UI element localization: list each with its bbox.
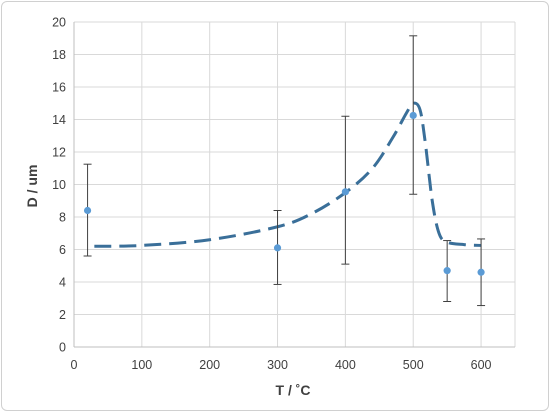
y-tick-label: 14	[52, 113, 66, 127]
y-tick-label: 12	[52, 146, 66, 160]
trendline	[94, 101, 482, 248]
data-point	[83, 206, 92, 215]
y-tick-label: 18	[52, 48, 66, 62]
y-tick-label: 6	[59, 243, 66, 257]
data-point	[273, 244, 282, 252]
data-point-layer	[83, 111, 485, 276]
axis-layer	[73, 22, 515, 348]
x-tick-label: 400	[335, 358, 356, 372]
x-tick-label: 600	[471, 358, 492, 372]
y-tick-label: 2	[59, 308, 66, 322]
x-tick-label: 500	[403, 358, 424, 372]
x-tick-label: 300	[267, 358, 288, 372]
y-tick-label: 20	[52, 16, 66, 30]
data-point	[341, 188, 349, 196]
data-point	[477, 268, 485, 276]
x-tick-label: 200	[199, 358, 220, 372]
x-axis-title: T / ˚C	[276, 382, 311, 398]
grid-layer	[74, 21, 516, 347]
y-tick-label: 8	[59, 211, 66, 225]
x-tick-label: 100	[131, 358, 152, 372]
data-point	[443, 267, 451, 275]
data-point	[409, 111, 417, 120]
error-bar-layer	[83, 35, 486, 307]
y-tick-label: 4	[59, 276, 66, 290]
y-tick-label: 10	[52, 178, 66, 192]
y-tick-label: 0	[59, 341, 66, 355]
y-tick-label: 16	[52, 81, 66, 95]
y-axis-title: D / um	[24, 165, 40, 208]
trendline-layer	[94, 101, 482, 248]
x-tick-label: 0	[71, 358, 78, 372]
